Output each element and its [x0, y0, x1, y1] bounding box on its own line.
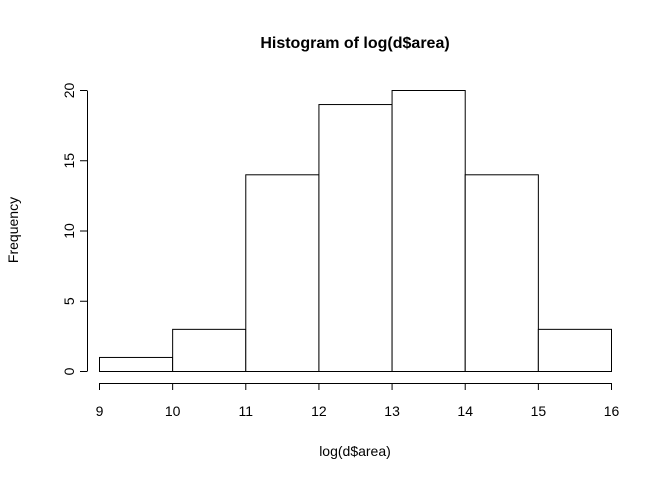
histogram-bar-3 — [318, 104, 393, 373]
histogram-bar-2 — [245, 174, 320, 372]
x-tick-label: 16 — [604, 403, 620, 419]
y-tick-label: 15 — [61, 153, 77, 169]
y-tick-label: 0 — [61, 367, 77, 375]
histogram-bar-5 — [464, 174, 539, 372]
x-axis-label: log(d$area) — [319, 443, 391, 459]
histogram-bar-0 — [99, 356, 174, 373]
x-tick-label: 14 — [457, 403, 473, 419]
chart-title: Histogram of log(d$area) — [260, 35, 449, 52]
y-axis: 0 5 10 15 20 — [61, 83, 88, 375]
y-tick-label: 10 — [61, 223, 77, 239]
x-tick-label: 10 — [165, 403, 181, 419]
x-tick-label: 11 — [239, 403, 254, 419]
histogram-bar-4 — [391, 90, 466, 372]
x-axis: 9 10 11 12 13 14 15 16 — [96, 383, 620, 419]
y-axis-label: Frequency — [5, 197, 21, 263]
bars-group — [99, 90, 612, 373]
x-tick-label: 15 — [531, 403, 547, 419]
x-tick-label: 13 — [384, 403, 400, 419]
y-tick-label: 5 — [61, 297, 77, 305]
x-tick-label: 12 — [311, 403, 327, 419]
histogram-bar-1 — [172, 328, 247, 373]
histogram-bar-6 — [537, 328, 612, 373]
x-tick-label: 9 — [96, 403, 104, 419]
y-tick-label: 20 — [61, 83, 77, 99]
